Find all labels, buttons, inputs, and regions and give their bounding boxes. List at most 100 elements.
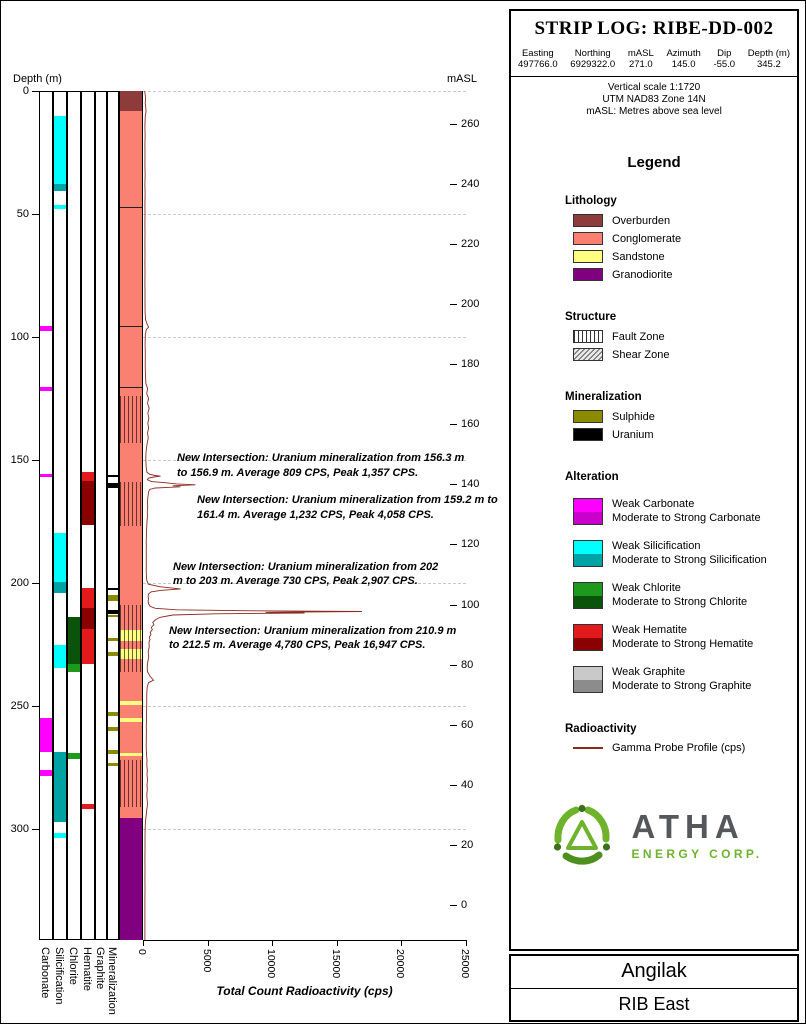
header-notes: Vertical scale 1:1720 UTM NAD83 Zone 14N… (511, 82, 797, 118)
strong-swatch-half (574, 553, 602, 566)
logo-name: ATHA (631, 807, 745, 845)
interval-uranium (108, 587, 118, 591)
legend-item-label: Fault Zone (612, 330, 665, 343)
interval-carbonate_weak (40, 769, 52, 777)
weak-swatch-half (574, 583, 602, 596)
intersection-annotation-3: New Intersection: Uranium mineralization… (173, 560, 439, 587)
weak-carbonate-swatch (573, 498, 603, 525)
interval-chlorite_weak (68, 752, 80, 759)
legend-item: Shear Zone (573, 348, 797, 361)
track-label-hematite: Hematite (81, 947, 93, 992)
masl-tick-label: 240 (461, 178, 480, 191)
strong-swatch-half (574, 511, 602, 524)
masl-tick (450, 424, 457, 426)
fault-zone (120, 482, 142, 527)
masl-axis-label: mASL (447, 73, 477, 85)
weak-graphite-swatch (573, 666, 603, 693)
legend-item-label: Gamma Probe Profile (cps) (612, 742, 746, 754)
legend-lithology-items: Overburden Conglomerate Sandstone Granodior… (573, 214, 797, 281)
legend-structure-items: Fault Zone Shear Zone (573, 330, 797, 361)
header-divider (511, 76, 797, 77)
alteration-labels: Weak Silicification Moderate to Strong Si… (612, 540, 767, 567)
depth-tick-label: 300 (10, 823, 29, 835)
lith-overburden (120, 91, 142, 111)
intersection-annotation-4: New Intersection: Uranium mineralization… (169, 624, 457, 651)
weak-alteration-label: Weak Carbonate (612, 498, 695, 510)
depth-tick-label: 150 (10, 454, 29, 466)
uranium-swatch (573, 428, 603, 441)
atha-logo: ATHA ENERGY CORP. (511, 802, 797, 868)
note-utm-zone: UTM NAD83 Zone 14N (602, 94, 706, 105)
radioactivity-tick (207, 940, 209, 947)
masl-tick (450, 124, 457, 126)
lithology-contact-line (120, 206, 142, 208)
legend-item-label: Overburden (612, 214, 671, 227)
granodiorite-swatch (573, 268, 603, 281)
interval-hematite_weak (82, 587, 94, 608)
conglomerate-swatch (573, 232, 603, 245)
interval-uranium (108, 475, 118, 478)
strong-swatch-half (574, 595, 602, 608)
legend-item: Gamma Probe Profile (cps) (573, 742, 797, 754)
legend-lithology-title: Lithology (565, 195, 617, 207)
legend-item: Fault Zone (573, 330, 797, 343)
interval-carbonate_weak (40, 387, 52, 392)
weak-alteration-label: Weak Hematite (612, 624, 687, 636)
depth-axis-label: Depth (m) (13, 73, 62, 85)
field-azimuth: Azimuth 145.0 (666, 48, 700, 70)
legend-radioactivity-title: Radioactivity (565, 723, 637, 735)
weak-alteration-label: Weak Silicification (612, 540, 701, 552)
info-panel: STRIP LOG: RIBE-DD-002 Easting 497766.0 … (509, 9, 799, 951)
interval-hematite_strong (82, 480, 94, 526)
depth-tick-label: 50 (16, 208, 29, 220)
masl-tick (450, 304, 457, 306)
track-label-carbonate: Carbonate (39, 947, 51, 999)
interval-silicification_weak (54, 115, 66, 185)
depth-tick-label: 100 (10, 331, 29, 343)
legend-title: Legend (627, 154, 681, 171)
track-label-graphite: Graphite (94, 947, 106, 990)
radioactivity-axis-line (143, 940, 466, 942)
collar-info: Easting 497766.0 Northing 6929322.0 mASL… (511, 40, 797, 70)
masl-tick-label: 80 (461, 658, 474, 671)
weak-chlorite-swatch (573, 582, 603, 609)
track-label-chlorite: Chlorite (67, 947, 79, 986)
masl-tick-label: 120 (461, 538, 480, 551)
interval-silicification_weak (54, 532, 66, 582)
radioactivity-tick-label: 0 (136, 949, 148, 956)
interval-chlorite_weak (68, 664, 80, 672)
radioactivity-tick-label: 20000 (394, 949, 407, 979)
field-value: 271.0 (628, 59, 653, 70)
interval-silicification_strong (54, 184, 66, 191)
legend-item-label: Granodiorite (612, 268, 673, 281)
interval-carbonate_weak (40, 325, 52, 331)
radioactivity-tick (466, 940, 467, 947)
track-label-silicification: Silicification (53, 947, 65, 1005)
legend-item-label: Shear Zone (612, 348, 670, 361)
intersection-annotation-1: New Intersection: Uranium mineralization… (177, 452, 465, 479)
alteration-labels: Weak Graphite Moderate to Strong Graphite (612, 666, 751, 693)
shear-zone-swatch (573, 348, 603, 361)
atha-logo-text: ATHA ENERGY CORP. (631, 807, 763, 861)
field-value: 145.0 (671, 59, 696, 70)
logo-subtitle: ENERGY CORP. (631, 846, 763, 861)
project-area: RIB East (511, 987, 797, 1021)
depth-tick (32, 829, 39, 830)
legend-section-lithology: Lithology Overburden Conglomerate Sandston… (565, 195, 797, 281)
legend-alteration-group: Weak Silicification Moderate to Strong Si… (573, 540, 797, 567)
depth-gridline (143, 214, 466, 215)
radioactivity-axis-title: Total Count Radioactivity (cps) (216, 984, 393, 999)
track-silicification (53, 91, 67, 941)
weak-alteration-label: Weak Chlorite (612, 582, 681, 594)
radioactivity-tick-label: 10000 (265, 949, 278, 979)
masl-tick (450, 244, 457, 246)
legend-section-mineralization: Mineralization Sulphide Uranium (565, 391, 797, 441)
depth-tick (32, 91, 39, 92)
field-dip: Dip -55.0 (713, 48, 735, 70)
depth-gridline (143, 706, 466, 707)
track-label-mineralization: Mineralization (106, 947, 118, 1016)
legend-item-label: Sulphide (612, 410, 655, 423)
interval-silicification_strong (54, 751, 66, 822)
